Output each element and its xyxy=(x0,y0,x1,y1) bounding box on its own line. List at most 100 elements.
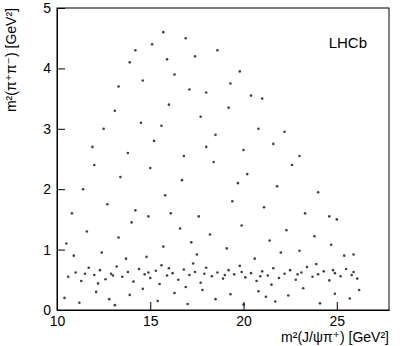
point xyxy=(84,272,87,275)
point xyxy=(162,31,165,34)
point xyxy=(196,253,199,256)
point xyxy=(272,143,275,146)
point xyxy=(164,194,167,197)
point xyxy=(97,282,100,285)
plot-area: 10152025012345 xyxy=(43,0,389,329)
point xyxy=(181,179,184,182)
point xyxy=(119,176,122,179)
x-tick-label: 20 xyxy=(236,313,252,329)
point xyxy=(87,266,90,269)
y-axis-title: m²(π⁺π⁻) [GeV²] xyxy=(3,8,19,112)
y-tick-label: 2 xyxy=(43,181,51,197)
y-tick-label: 5 xyxy=(43,0,51,16)
point xyxy=(294,279,297,282)
point xyxy=(253,257,256,260)
point xyxy=(317,191,320,194)
point xyxy=(106,203,109,206)
x-tick: 15 xyxy=(143,302,159,329)
x-tick-mark xyxy=(150,302,151,310)
point xyxy=(283,131,286,134)
point xyxy=(151,43,154,46)
y-tick-mark xyxy=(57,68,65,69)
point xyxy=(183,155,186,158)
point xyxy=(261,270,264,273)
x-tick-mark xyxy=(244,302,245,310)
point xyxy=(100,251,103,254)
point xyxy=(330,243,333,246)
point xyxy=(149,167,152,170)
point xyxy=(173,292,176,295)
point xyxy=(155,269,158,272)
point xyxy=(156,300,159,303)
point xyxy=(356,277,359,280)
point xyxy=(274,300,277,303)
y-tick-label: 3 xyxy=(43,121,51,137)
point xyxy=(259,275,262,278)
point xyxy=(169,212,172,215)
point xyxy=(272,267,275,270)
point xyxy=(311,275,314,278)
point xyxy=(291,164,294,167)
annotation: LHCb xyxy=(329,34,367,51)
point xyxy=(339,275,342,278)
point xyxy=(197,215,200,218)
point xyxy=(334,292,337,295)
point xyxy=(285,229,288,232)
point xyxy=(332,269,335,272)
point xyxy=(186,303,189,306)
point xyxy=(270,283,273,286)
y-tick-mark xyxy=(57,189,65,190)
point xyxy=(298,155,301,158)
point xyxy=(143,273,146,276)
point xyxy=(114,109,117,112)
point xyxy=(250,94,253,97)
point xyxy=(300,271,303,274)
point xyxy=(86,230,89,233)
point xyxy=(302,287,305,290)
point xyxy=(222,277,225,280)
point xyxy=(250,272,253,275)
point xyxy=(115,265,118,268)
point xyxy=(192,262,195,265)
point xyxy=(205,91,208,94)
point xyxy=(244,276,247,279)
point xyxy=(209,233,212,236)
point xyxy=(238,70,241,73)
point xyxy=(335,218,338,221)
point xyxy=(168,103,171,106)
point xyxy=(67,275,70,278)
point xyxy=(168,267,171,270)
point xyxy=(121,275,124,278)
point xyxy=(257,290,260,293)
y-tick-mark xyxy=(57,310,65,311)
point xyxy=(306,266,309,269)
y-tick: 0 xyxy=(43,302,65,318)
point xyxy=(160,264,163,267)
point xyxy=(214,298,217,301)
point xyxy=(99,269,102,272)
point xyxy=(95,291,98,294)
point xyxy=(227,106,230,109)
point xyxy=(194,271,197,274)
point xyxy=(280,251,283,254)
point xyxy=(205,146,208,149)
point xyxy=(91,146,94,149)
x-tick-mark xyxy=(337,302,338,310)
point xyxy=(201,289,204,292)
y-tick: 3 xyxy=(43,121,65,137)
point xyxy=(71,212,74,215)
point xyxy=(141,79,144,82)
point xyxy=(317,273,320,276)
x-axis-title: m²(J/ψπ⁺) [GeV²] xyxy=(281,329,389,345)
point xyxy=(205,266,208,269)
y-tick-mark xyxy=(57,129,65,130)
point xyxy=(328,279,331,282)
point xyxy=(188,274,191,277)
point xyxy=(278,277,281,280)
point xyxy=(147,215,150,218)
point xyxy=(216,271,219,274)
point xyxy=(141,288,144,291)
y-tick: 2 xyxy=(43,181,65,197)
point xyxy=(183,268,186,271)
point xyxy=(114,304,117,307)
